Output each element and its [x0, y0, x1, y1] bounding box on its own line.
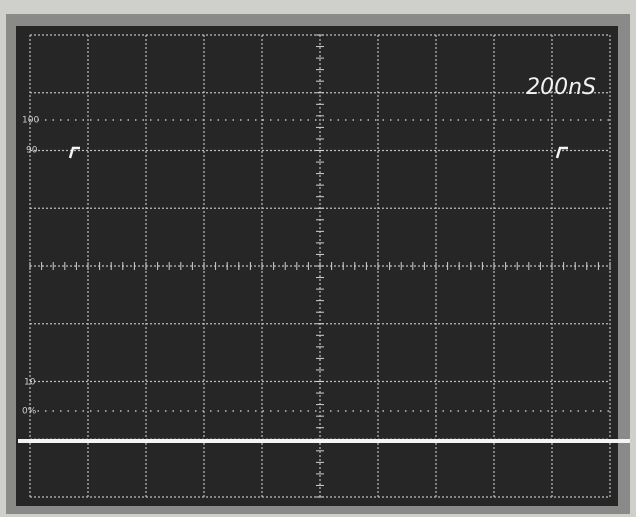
graticule — [29, 34, 611, 498]
graticule-label: 90 — [26, 146, 38, 156]
graticule-label: 100 — [22, 116, 39, 126]
trace-edge — [68, 146, 80, 159]
graticule-label: 0% — [22, 407, 37, 417]
graticule-label: 10 — [24, 378, 36, 388]
timebase-label: 200nS — [526, 75, 596, 100]
trace-edge — [555, 146, 568, 159]
